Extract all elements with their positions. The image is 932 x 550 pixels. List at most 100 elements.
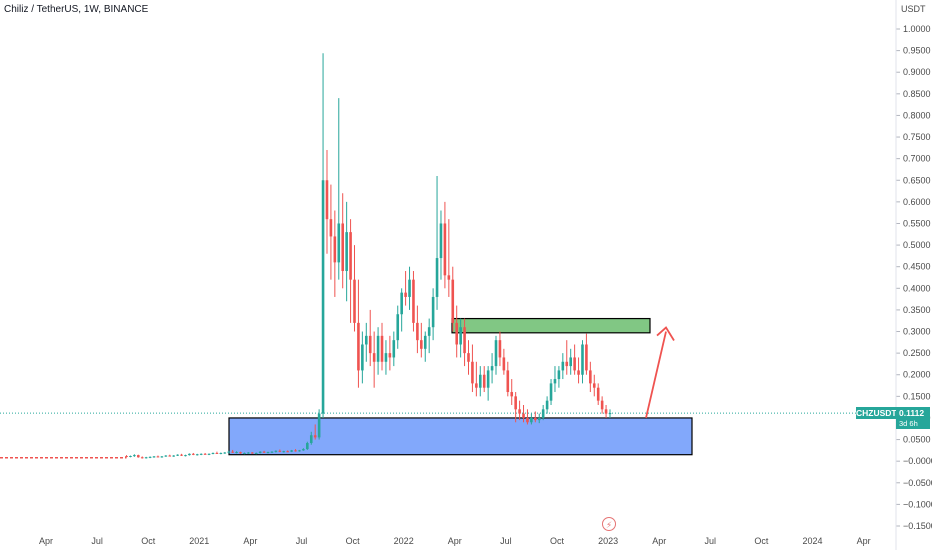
candle-body [144, 457, 148, 459]
candle-body [498, 340, 502, 358]
candle-body [172, 455, 175, 457]
x-tick-label: Jul [296, 536, 308, 546]
projection-arrow [645, 326, 675, 419]
candle-body [573, 357, 576, 371]
chart-title: Chiliz / TetherUS, 1W, BINANCE [4, 4, 149, 15]
candle-body [133, 455, 136, 457]
candle-body [313, 435, 317, 438]
candle-body [317, 413, 321, 438]
candle-body [309, 435, 313, 444]
y-tick-label: 0.9500 [903, 46, 931, 56]
candle-body [129, 455, 132, 457]
candle-body [412, 279, 415, 323]
candle-body [274, 450, 278, 452]
candle-body [581, 344, 584, 375]
candle-body [478, 374, 482, 388]
x-tick-label: Apr [857, 536, 871, 546]
y-tick-label: 0.5500 [903, 218, 931, 228]
y-tick-label: 1.0000 [903, 24, 931, 34]
bar-countdown: 3d 6h [896, 419, 930, 429]
candle-body [207, 453, 211, 455]
candle-body [125, 455, 128, 457]
x-tick-label: Apr [448, 536, 462, 546]
candle-body [404, 292, 407, 297]
candle-body [510, 392, 514, 397]
arrow-shaft [645, 331, 667, 419]
candle-body [384, 353, 388, 362]
candle-body [140, 457, 144, 459]
candle-body [577, 370, 580, 375]
x-tick-label: Apr [652, 536, 666, 546]
candle-body [298, 450, 301, 452]
currency-label: USDT [901, 4, 926, 14]
x-tick-label: Oct [754, 536, 769, 546]
candle-body [247, 452, 250, 454]
x-tick-label: Jul [500, 536, 512, 546]
candle-body [376, 335, 380, 362]
candle-body [258, 451, 262, 453]
candle-body [408, 279, 411, 297]
candle-body [541, 409, 545, 418]
candle-body [137, 455, 140, 458]
candle-body [286, 451, 289, 453]
y-tick-label: 0.8000 [903, 110, 931, 120]
candle-body [306, 443, 309, 450]
candle-body [490, 366, 494, 371]
candle-body [451, 279, 455, 323]
candle-body [270, 451, 274, 453]
x-tick-label: 2022 [394, 536, 414, 546]
candle-body [180, 454, 183, 456]
tradingview-logo-icon[interactable]: ⚡ [602, 517, 616, 531]
candle-body [160, 456, 164, 458]
candle-body [420, 340, 423, 349]
candle-body [400, 292, 403, 315]
x-tick-label: Oct [141, 536, 156, 546]
y-tick-label: 0.6000 [903, 197, 931, 207]
candle-body [514, 396, 517, 410]
resistance-zone[interactable] [451, 317, 651, 334]
candle-body [278, 450, 282, 452]
candle-body [534, 417, 537, 421]
candle-body [164, 455, 168, 457]
candle-body [416, 322, 419, 341]
candle-body [199, 453, 203, 455]
candle-body [423, 335, 427, 349]
candle-body [364, 335, 368, 345]
candle-body [585, 344, 588, 371]
current-price-value: 0.1112 [896, 407, 930, 419]
candle-body [262, 451, 266, 453]
candle-body [152, 456, 156, 458]
candle-body [494, 340, 498, 367]
candle-body [526, 417, 529, 423]
y-tick-label: −0.1500 [903, 521, 932, 531]
y-tick-label: 0.7000 [903, 154, 931, 164]
candle-body [447, 275, 451, 280]
candle-body [243, 452, 246, 454]
candle-body [282, 451, 286, 453]
candle-body [506, 370, 510, 393]
candle-body [435, 258, 439, 297]
candle-body [219, 452, 223, 454]
candle-body [565, 361, 569, 367]
candle-body [357, 322, 360, 371]
candle-body [596, 387, 600, 401]
candle-body [321, 180, 325, 414]
support-zone[interactable] [228, 417, 693, 456]
y-tick-label: 0.3500 [903, 305, 931, 315]
candle-body [549, 383, 553, 401]
arrow-head [656, 326, 675, 341]
candle-body [459, 327, 462, 345]
candle-body [353, 279, 356, 323]
candle-body [455, 322, 458, 345]
y-tick-label: 0.7500 [903, 132, 931, 142]
candle-body [608, 413, 612, 415]
candle-body [482, 374, 486, 388]
candle-body [557, 370, 561, 380]
candle-body [168, 455, 172, 457]
candle-body [176, 454, 179, 456]
candle-body [333, 236, 337, 263]
symbol-price-label: CHZUSDT [856, 407, 897, 419]
candle-body [537, 417, 541, 421]
x-tick-label: Jul [91, 536, 103, 546]
